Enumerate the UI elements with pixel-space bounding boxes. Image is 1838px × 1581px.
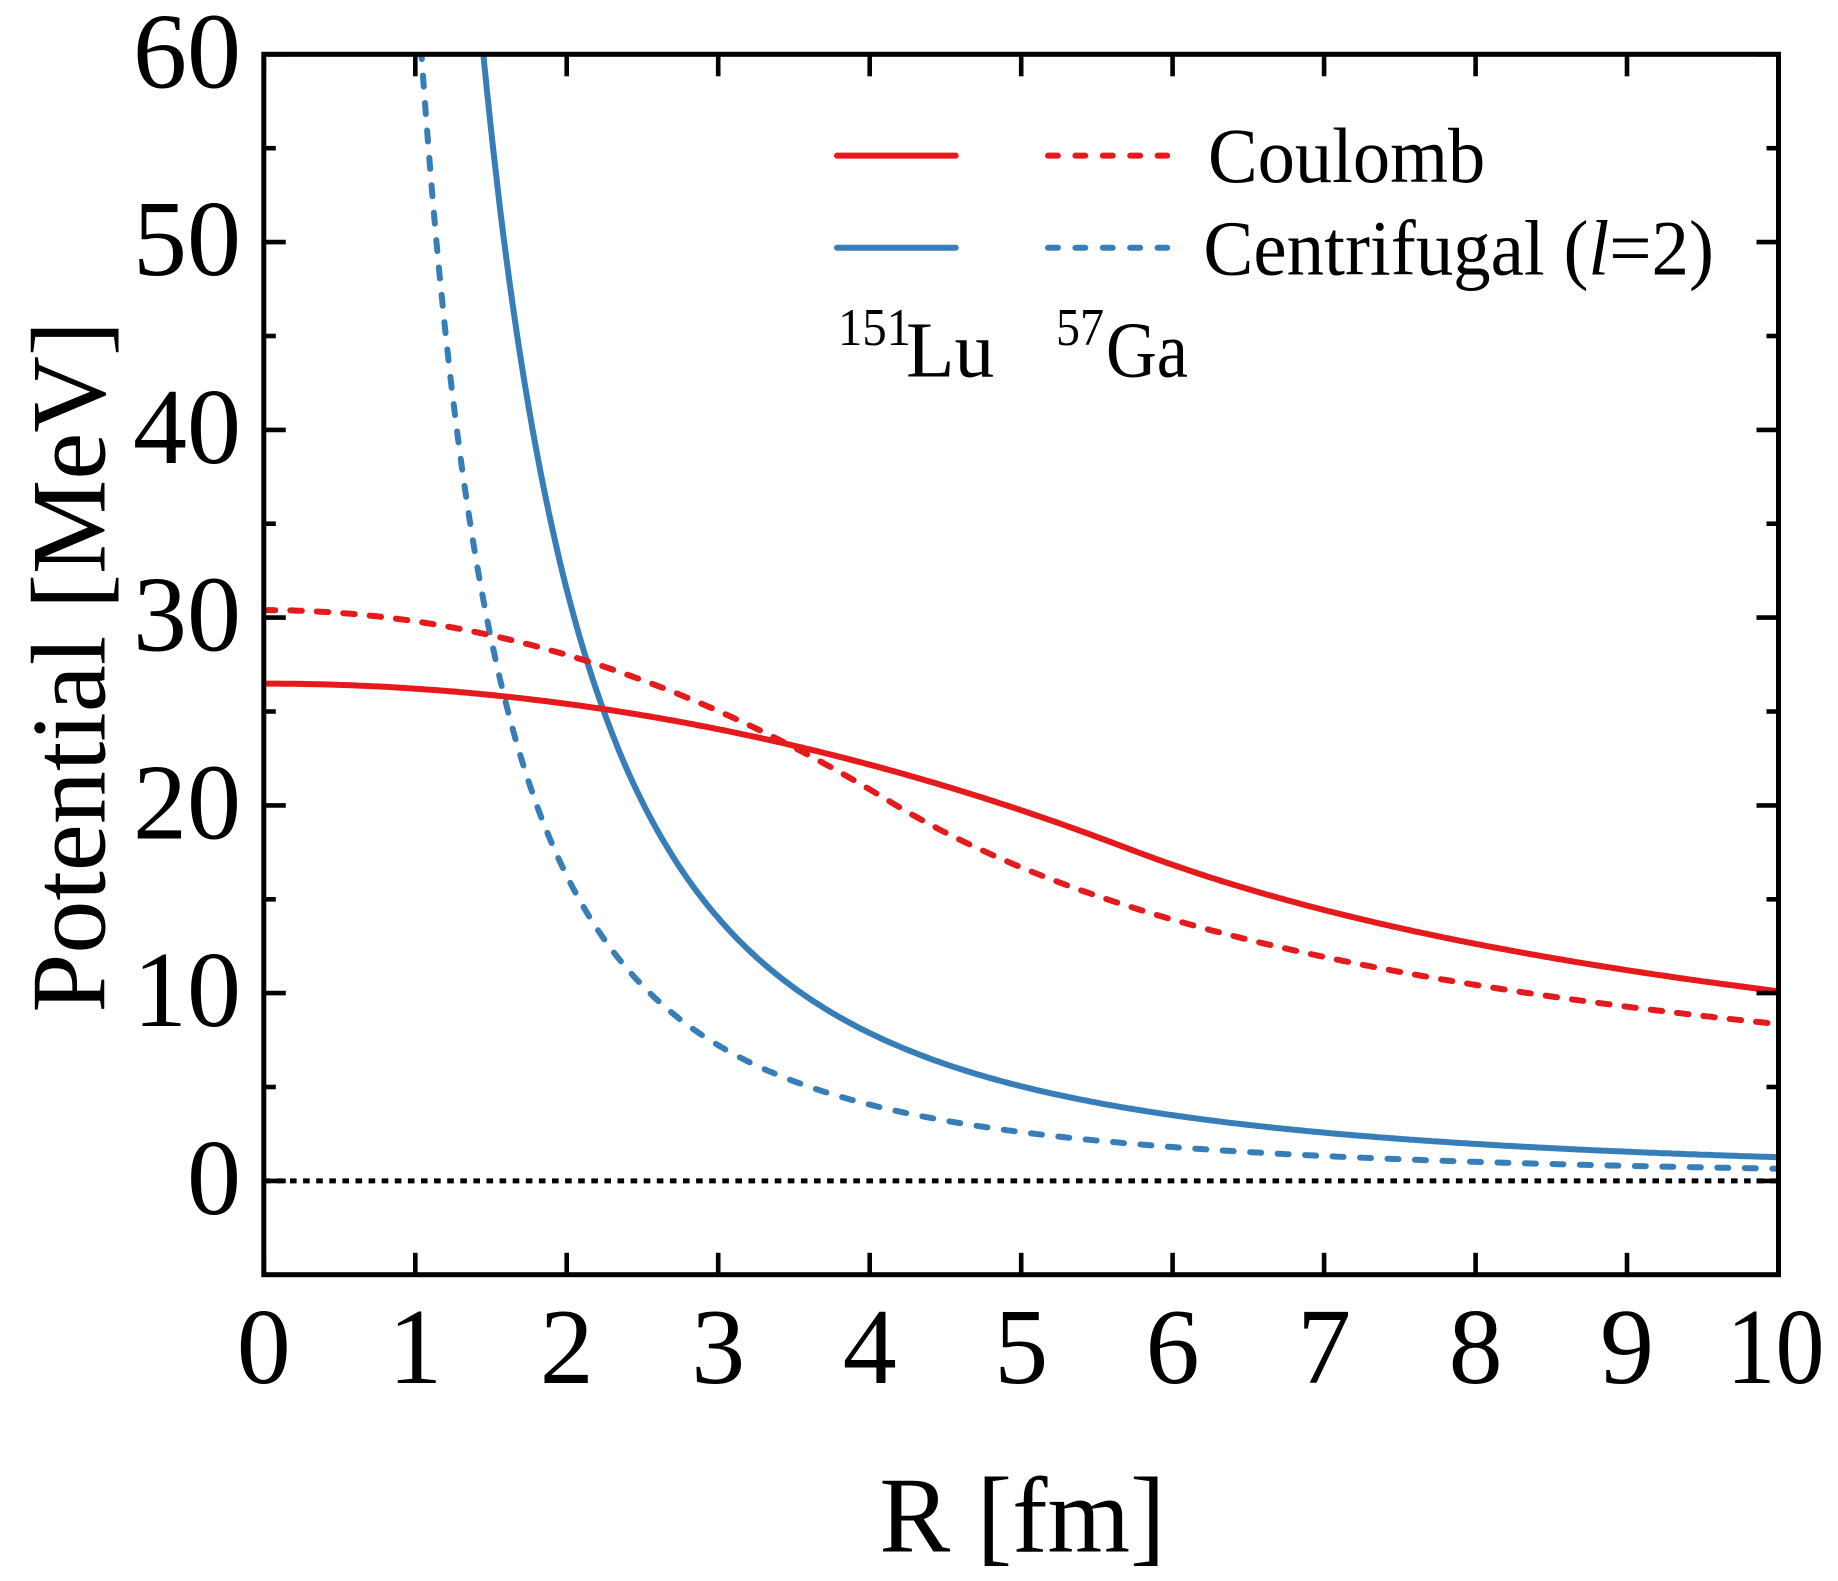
svg-text:151: 151 [838,299,911,357]
svg-text:9: 9 [1600,1288,1654,1407]
svg-text:0: 0 [187,1119,241,1238]
svg-text:1: 1 [388,1288,442,1407]
svg-text:4: 4 [843,1288,897,1407]
svg-text:Lu: Lu [906,307,994,395]
svg-text:40: 40 [133,368,241,487]
svg-text:Ga: Ga [1106,307,1188,395]
svg-text:6: 6 [1146,1288,1200,1407]
svg-text:R [fm]: R [fm] [879,1457,1165,1576]
svg-text:Potential [MeV]: Potential [MeV] [11,321,128,1013]
svg-text:30: 30 [133,556,241,675]
svg-text:57: 57 [1056,299,1104,357]
svg-text:5: 5 [994,1288,1048,1407]
svg-text:Centrifugal (l=2): Centrifugal (l=2) [1203,205,1714,292]
svg-text:7: 7 [1297,1288,1351,1407]
svg-text:10: 10 [1727,1288,1825,1407]
svg-text:10: 10 [133,931,241,1050]
svg-text:20: 20 [133,743,241,862]
svg-text:0: 0 [237,1288,291,1407]
svg-text:Coulomb: Coulomb [1208,113,1485,199]
svg-text:60: 60 [133,0,241,111]
svg-text:50: 50 [133,180,241,299]
svg-text:8: 8 [1449,1288,1503,1407]
svg-text:3: 3 [691,1288,745,1407]
svg-text:2: 2 [540,1288,594,1407]
